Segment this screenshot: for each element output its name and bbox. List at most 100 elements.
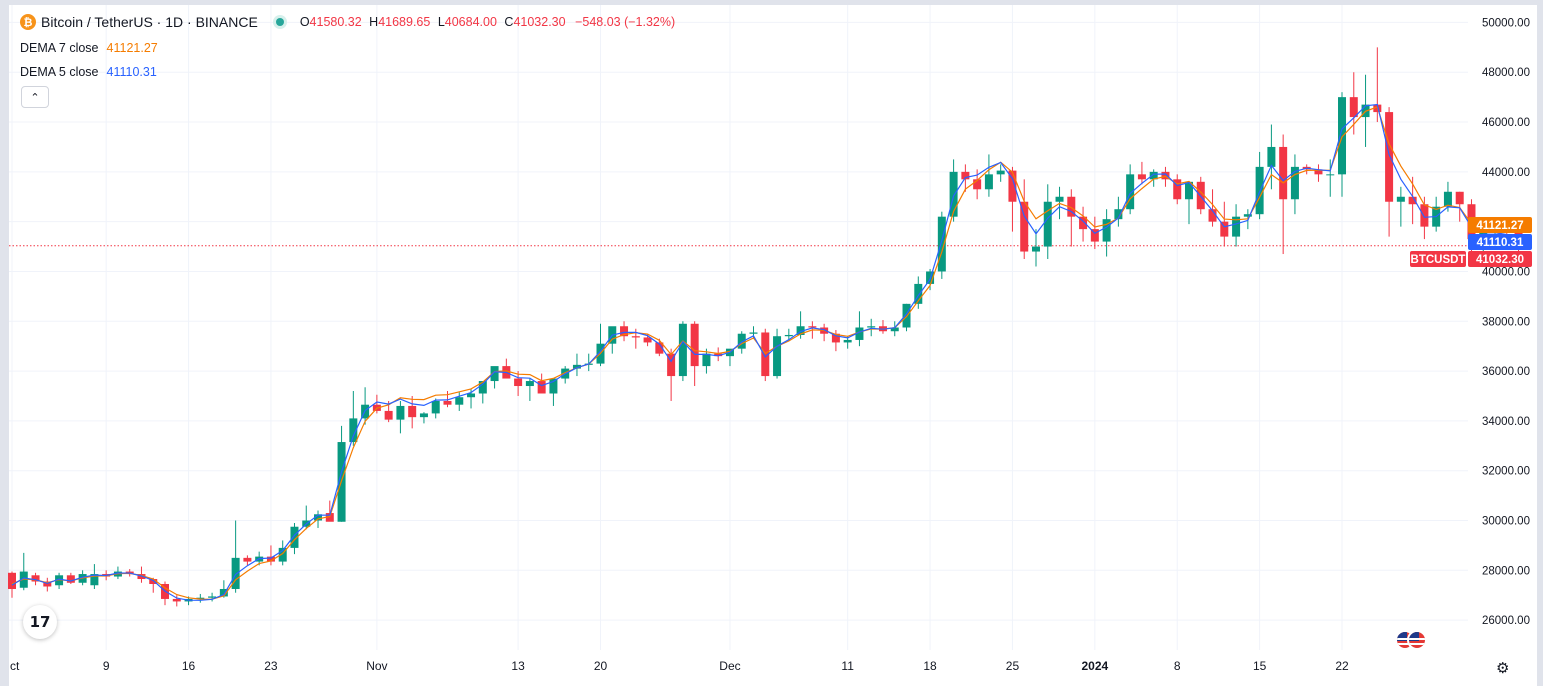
candle-down — [1314, 169, 1323, 175]
candle-down — [1090, 229, 1099, 242]
dema-7-line — [11, 106, 1519, 600]
price-axis[interactable]: 26000.00 28000.00 30000.00 32000.00 34000.00… — [1482, 17, 1530, 627]
price-tick-label: 50000.00 — [1482, 17, 1530, 29]
time-tick-label: 8 — [1174, 659, 1181, 673]
candle-down — [537, 381, 546, 394]
candle-up — [572, 364, 581, 369]
candle-down — [1279, 146, 1288, 200]
symbol-price-tag-bg — [1410, 251, 1466, 267]
price-tick-label: 36000.00 — [1482, 366, 1530, 378]
candle-up — [773, 336, 782, 377]
time-tick-label: 15 — [1253, 659, 1267, 673]
candle-up — [1267, 146, 1276, 167]
candle-down — [325, 513, 334, 522]
candle-down — [1349, 97, 1358, 118]
dema-5-price-tag: 41110.31 — [1477, 237, 1524, 249]
symbol-legend[interactable]: ₿ Bitcoin / TetherUS · 1D · BINANCE O415… — [20, 14, 675, 30]
price-tick-label: 28000.00 — [1482, 565, 1530, 577]
ohlc-values: O41580.32 H41689.65 L40684.00 C41032.30 … — [299, 15, 676, 29]
candle-down — [1020, 201, 1029, 252]
time-tick-label: ct — [10, 659, 20, 673]
price-tick-label: 48000.00 — [1482, 67, 1530, 79]
time-tick-label: 18 — [923, 659, 937, 673]
candle-down — [655, 342, 664, 354]
symbol-title[interactable]: Bitcoin / TetherUS · 1D · BINANCE — [41, 14, 258, 30]
time-tick-label: 20 — [594, 659, 608, 673]
candle-down — [973, 179, 982, 190]
us-flag-icon[interactable] — [1395, 629, 1429, 651]
price-tick-label: 44000.00 — [1482, 167, 1530, 179]
time-tick-label: 13 — [511, 659, 525, 673]
candle-down — [243, 557, 252, 562]
time-axis[interactable]: ct 9 16 23 Nov 13 20 Dec 11 18 25 2024 8 15 22 — [10, 659, 1349, 673]
dema-5-line — [11, 103, 1519, 601]
candle-up — [1326, 174, 1335, 176]
candle-down — [149, 579, 158, 585]
indicator-dema-7[interactable]: DEMA 7 close 41121.27 — [20, 41, 158, 55]
candle-up — [90, 574, 99, 586]
tradingview-logo-icon[interactable]: 17 — [23, 605, 57, 639]
candle-down — [1079, 216, 1088, 230]
change-value: −548.03 (−1.32%) — [575, 15, 676, 29]
candle-down — [408, 405, 417, 418]
candle-up — [1149, 171, 1158, 180]
time-tick-label: 16 — [182, 659, 196, 673]
candle-up — [549, 378, 558, 394]
indicator-dema-5[interactable]: DEMA 5 close 41110.31 — [20, 65, 157, 79]
symbol-price-tag: BTCUSDT — [1411, 254, 1466, 266]
candle-up — [490, 366, 499, 382]
dema-5-price-tag-bg — [1468, 234, 1532, 250]
price-tick-label: 30000.00 — [1482, 516, 1530, 528]
candle-down — [1420, 204, 1429, 227]
candle-up — [749, 332, 758, 334]
price-tick-label: 40000.00 — [1482, 266, 1530, 278]
candle-up — [396, 405, 405, 420]
time-tick-label: 23 — [264, 659, 278, 673]
candle-up — [455, 397, 464, 405]
time-tick-label: Dec — [719, 659, 740, 673]
collapse-legend-button[interactable]: ⌃ — [21, 86, 49, 108]
candle-up — [867, 326, 876, 328]
candle-up — [1031, 246, 1040, 252]
candle-down — [667, 353, 676, 377]
candle-down — [8, 572, 16, 589]
gear-icon[interactable]: ⚙ — [1496, 659, 1510, 677]
candle-up — [1443, 191, 1452, 207]
candle-down — [1067, 196, 1076, 217]
candle-down — [1408, 196, 1417, 205]
candle-down — [1161, 171, 1170, 180]
candle-up — [1114, 209, 1123, 220]
candle-up — [678, 323, 687, 377]
last-price-tag-bg — [1468, 251, 1532, 267]
candle-up — [737, 333, 746, 349]
candle-down — [761, 332, 770, 377]
chevron-up-icon: ⌃ — [30, 91, 40, 104]
candle-up — [996, 170, 1005, 175]
candle-down — [690, 323, 699, 367]
price-tick-label: 38000.00 — [1482, 316, 1530, 328]
price-tick-label: 34000.00 — [1482, 416, 1530, 428]
candle-down — [1137, 174, 1146, 180]
candle-up — [937, 216, 946, 272]
price-tick-label: 26000.00 — [1482, 615, 1530, 627]
candle-up — [702, 353, 711, 367]
candle-down — [714, 353, 723, 357]
last-price-tag: 41032.30 — [1476, 254, 1524, 266]
candle-up — [19, 571, 28, 588]
candle-up — [478, 381, 487, 394]
candle-up — [1043, 201, 1052, 247]
candle-up — [196, 597, 205, 599]
bitcoin-logo-icon: ₿ — [20, 14, 36, 30]
candle-up — [890, 327, 899, 332]
candle-up — [1232, 216, 1241, 237]
candle-up — [914, 283, 923, 304]
candle-down — [808, 326, 817, 328]
candle-down — [831, 333, 840, 343]
candle-down — [443, 400, 452, 405]
candle-down — [31, 575, 40, 582]
candle-up — [314, 514, 323, 521]
market-status-icon[interactable] — [275, 18, 284, 26]
indicator-value: 41110.31 — [106, 65, 157, 79]
candle-down — [1173, 179, 1182, 200]
